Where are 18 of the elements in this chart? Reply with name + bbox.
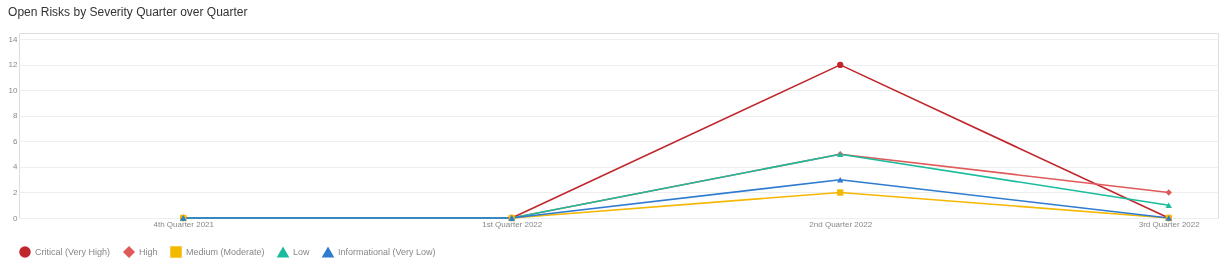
y-tick-label: 8 bbox=[13, 111, 19, 121]
y-tick-label: 10 bbox=[8, 85, 19, 95]
x-tick-label: 3rd Quarter 2022 bbox=[1138, 219, 1201, 229]
x-tick-label: 4th Quarter 2021 bbox=[153, 219, 215, 229]
y-tick-label: 2 bbox=[13, 187, 19, 197]
legend-label: High bbox=[139, 247, 158, 257]
y-tick-label: 6 bbox=[13, 136, 19, 146]
legend-label: Low bbox=[293, 247, 311, 258]
x-tick-label: 1st Quarter 2022 bbox=[482, 219, 543, 229]
y-tick-label: 14 bbox=[8, 34, 19, 44]
x-tick-label: 2nd Quarter 2022 bbox=[809, 219, 873, 229]
y-tick-label: 4 bbox=[13, 162, 19, 172]
chart-title: Open Risks by Severity Quarter over Quarter bbox=[8, 5, 248, 19]
legend-label: Critical (Very High) bbox=[35, 247, 111, 257]
legend-label: Medium (Moderate) bbox=[186, 247, 265, 257]
legend-label: Informational (Very Low) bbox=[338, 247, 436, 258]
y-tick-label: 0 bbox=[13, 213, 19, 223]
y-tick-label: 12 bbox=[8, 60, 19, 70]
